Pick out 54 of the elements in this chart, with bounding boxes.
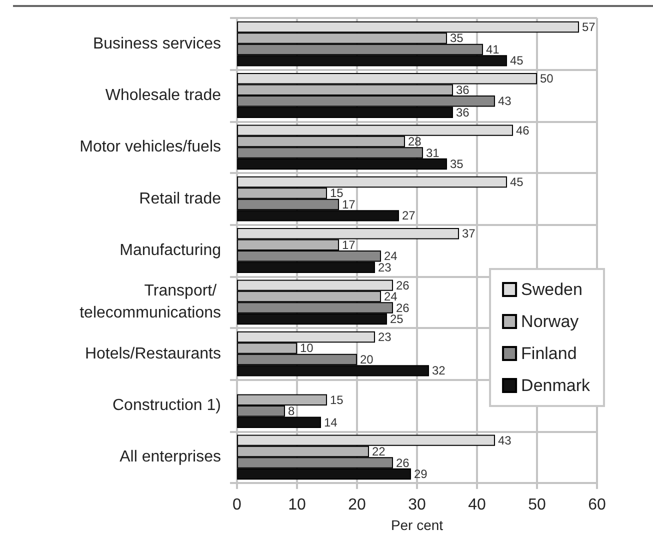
data-label: 31 bbox=[426, 146, 440, 160]
data-label: 14 bbox=[324, 415, 338, 430]
data-label: 26 bbox=[396, 456, 410, 470]
data-label: 46 bbox=[516, 123, 530, 138]
data-label: 17 bbox=[342, 238, 356, 252]
y-tick-label: Transport/ telecommunications bbox=[80, 282, 221, 322]
legend-label: Denmark bbox=[521, 376, 590, 395]
x-tick-label: 50 bbox=[528, 496, 546, 514]
x-tick-label: 40 bbox=[468, 496, 486, 514]
y-tick-label: Motor vehicles/fuels bbox=[80, 138, 221, 156]
data-label: 29 bbox=[414, 467, 428, 482]
data-label: 26 bbox=[396, 278, 410, 292]
x-tick-label: 20 bbox=[348, 496, 366, 514]
x-tick-label: 0 bbox=[232, 496, 242, 514]
y-tick-label: Wholesale trade bbox=[105, 87, 222, 104]
y-tick-label: All enterprises bbox=[120, 448, 221, 466]
x-tick-label: 10 bbox=[288, 496, 306, 514]
data-label: 37 bbox=[462, 226, 476, 241]
y-tick-label: Hotels/Restaurants bbox=[84, 345, 221, 362]
data-label: 45 bbox=[510, 54, 524, 68]
data-label: 28 bbox=[408, 134, 422, 149]
data-label: 10 bbox=[300, 341, 314, 356]
data-label: 43 bbox=[498, 433, 512, 448]
data-label: 15 bbox=[330, 392, 344, 407]
data-label: 36 bbox=[456, 82, 470, 97]
data-label: 57 bbox=[582, 20, 596, 34]
data-label: 24 bbox=[384, 290, 398, 304]
legend-label: Finland bbox=[521, 344, 577, 363]
legend-label: Norway bbox=[521, 312, 580, 331]
data-label: 32 bbox=[432, 364, 446, 378]
y-tick-label: Retail trade bbox=[139, 190, 222, 208]
data-label: 50 bbox=[540, 72, 554, 86]
y-tick-label: Manufacturing bbox=[120, 242, 221, 259]
data-label: 35 bbox=[450, 31, 464, 46]
y-tick-label: Construction 1) bbox=[112, 397, 221, 414]
data-label: 20 bbox=[360, 352, 374, 366]
x-axis-title: Per cent bbox=[390, 517, 444, 533]
data-label: 23 bbox=[378, 330, 392, 344]
data-label: 43 bbox=[498, 94, 512, 108]
x-tick-label: 30 bbox=[408, 496, 426, 514]
data-label: 8 bbox=[288, 404, 295, 418]
y-tick-label: Business services bbox=[92, 35, 221, 52]
data-label: 17 bbox=[342, 197, 356, 212]
legend-label: Sweden bbox=[521, 280, 582, 299]
data-label: 41 bbox=[486, 42, 500, 56]
x-tick-label: 60 bbox=[588, 496, 606, 514]
data-label: 25 bbox=[390, 312, 404, 326]
data-label: 15 bbox=[330, 186, 344, 200]
data-label: 27 bbox=[402, 208, 416, 223]
data-label: 26 bbox=[396, 300, 410, 315]
data-label: 45 bbox=[510, 174, 524, 189]
data-label: 35 bbox=[450, 157, 464, 172]
data-label: 22 bbox=[372, 444, 386, 459]
data-label: 36 bbox=[456, 105, 470, 120]
